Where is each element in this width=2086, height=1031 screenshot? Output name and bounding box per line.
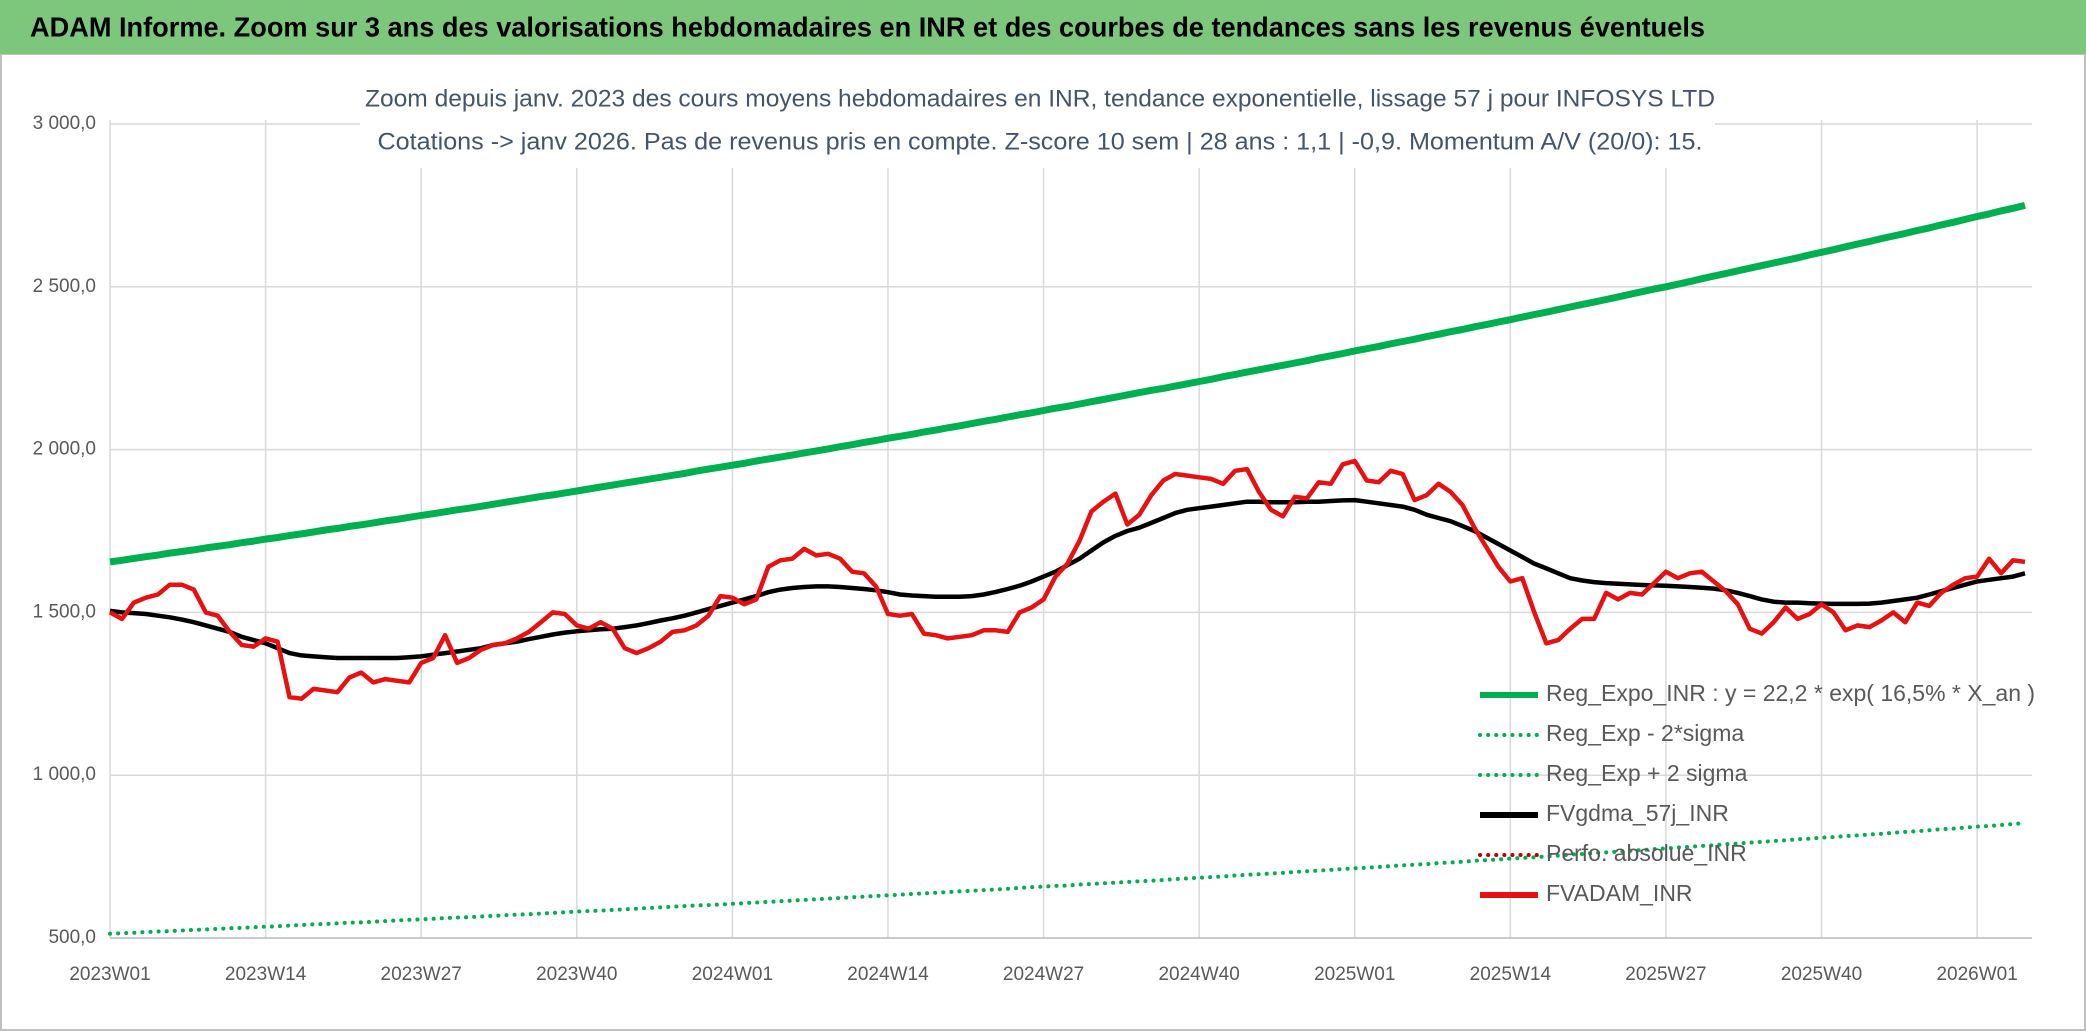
x-tick-label: 2025W40 — [1781, 964, 1862, 985]
y-tick-label: 2 500,0 — [33, 276, 96, 297]
subtitle: Zoom depuis janv. 2023 des cours moyens … — [365, 85, 1715, 112]
legend-label: FVADAM_INR — [1546, 880, 1693, 906]
x-tick-label: 2024W14 — [847, 964, 929, 985]
series-line — [108, 458, 2026, 701]
x-tick-label: 2025W27 — [1625, 964, 1706, 985]
subtitle: Cotations -> janv 2026. Pas de revenus p… — [378, 128, 1703, 155]
legend-label: Reg_Exp - 2*sigma — [1546, 720, 1744, 746]
x-tick-label: 2026W01 — [1936, 964, 2017, 985]
series-line — [109, 201, 2026, 566]
y-tick-label: 2 000,0 — [33, 439, 96, 460]
chart-title: ADAM Informe. Zoom sur 3 ans des valoris… — [30, 11, 1705, 42]
x-tick-label: 2023W40 — [536, 964, 617, 985]
legend-label: Reg_Expo_INR : y = 22,2 * exp( 16,5% * X… — [1546, 680, 2035, 706]
x-tick-label: 2024W40 — [1158, 964, 1239, 985]
y-tick-label: 1 500,0 — [33, 601, 96, 622]
x-tick-label: 2024W01 — [692, 964, 773, 985]
x-tick-label: 2025W01 — [1314, 964, 1395, 985]
y-tick-label: 1 000,0 — [33, 764, 96, 785]
x-tick-label: 2024W27 — [1003, 964, 1084, 985]
legend-label: FVgdma_57j_INR — [1546, 800, 1729, 826]
y-tick-label: 500,0 — [48, 927, 96, 948]
x-tick-label: 2023W01 — [69, 964, 150, 985]
header-band — [0, 0, 2086, 54]
x-tick-label: 2023W14 — [225, 964, 307, 985]
x-tick-label: 2025W14 — [1470, 964, 1552, 985]
x-tick-label: 2023W27 — [381, 964, 462, 985]
legend-label: Perfo. absolue_INR — [1546, 840, 1747, 866]
y-tick-label: 3 000,0 — [33, 113, 96, 134]
legend-label: Reg_Exp + 2 sigma — [1546, 760, 1748, 786]
plot-area: 500,0 1 000,0 1 500,0 2 000,0 2 500,0 3 000,0… — [33, 113, 2035, 985]
subtitle-box — [360, 76, 1715, 168]
